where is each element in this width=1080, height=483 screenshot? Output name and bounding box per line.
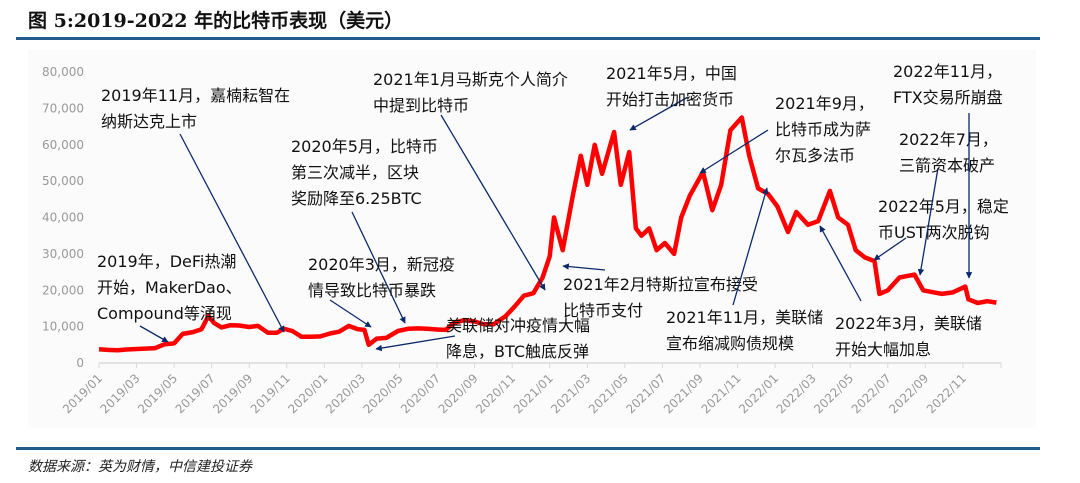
annotation-text: 降息，BTC触底反弹 <box>446 342 589 361</box>
annotation-text: 宣布缩减购债规模 <box>666 334 794 353</box>
y-tick-label: 10,000 <box>42 320 84 334</box>
annotation-text: 中提到比特币 <box>373 96 469 115</box>
btc-price-line <box>98 115 997 353</box>
y-tick-label: 50,000 <box>42 174 84 188</box>
y-tick-label: 80,000 <box>42 65 84 79</box>
event-annotation: 2022年7月， 三箭资本破产 <box>899 130 998 276</box>
annotation-text: 2020年5月，比特币 <box>291 137 438 156</box>
annotation-text: 情导致比特币暴跌 <box>308 281 436 300</box>
annotation-arrow <box>629 96 689 131</box>
annotation-arrow <box>917 167 939 276</box>
annotation-text: 开始，MakerDao、 <box>97 278 242 297</box>
annotation-text: 比特币支付 <box>563 301 643 320</box>
source-note: 数据来源：英为财情，中信建投证券 <box>28 459 252 475</box>
plot-background <box>28 50 1036 428</box>
annotation-arrow <box>329 299 372 328</box>
annotation-text: 2021年9月， <box>775 94 874 113</box>
annotation-arrow <box>699 129 769 174</box>
annotation-arrow <box>819 225 862 302</box>
annotation-text: 2020年3月，新冠疫 <box>308 255 455 274</box>
annotation-arrow <box>179 133 285 333</box>
y-tick-label: 70,000 <box>42 101 84 115</box>
annotation-text: Compound等涌现 <box>97 304 232 323</box>
annotation-text: 2021年2月特斯拉宣布接受 <box>563 275 758 294</box>
annotation-arrow <box>440 114 546 291</box>
y-tick-label: 40,000 <box>42 211 84 225</box>
top-rule <box>16 37 1040 40</box>
y-tick-label: 30,000 <box>42 247 84 261</box>
y-tick-label: 20,000 <box>42 283 84 297</box>
annotation-text: 2019年11月，嘉楠耘智在 <box>101 86 290 105</box>
annotation-text: 2021年1月马斯克个人简介 <box>373 70 568 89</box>
annotation-text: 2022年3月，美联储 <box>835 314 982 333</box>
y-tick-label: 60,000 <box>42 138 84 152</box>
annotation-text: 2021年5月，中国 <box>606 64 737 83</box>
annotation-text: 2019年，DeFi热潮 <box>97 252 236 271</box>
annotation-text: 第三次减半，区块 <box>291 163 419 182</box>
annotation-text: 比特币成为萨 <box>775 120 871 139</box>
annotation-text: FTX交易所崩盘 <box>893 88 1003 107</box>
annotation-arrow <box>139 325 169 343</box>
annotation-text: 2021年11月，美联储 <box>666 308 823 327</box>
annotation-text: 奖励降至6.25BTC <box>291 189 422 208</box>
y-tick-label: 0 <box>76 356 84 370</box>
annotation-arrow <box>732 187 769 306</box>
annotation-arrow <box>562 263 606 271</box>
annotation-text: 尔瓦多法币 <box>775 146 855 165</box>
event-annotation: 2022年11月， FTX交易所崩盘 <box>893 62 1003 279</box>
annotation-text: 2022年11月， <box>893 62 1002 81</box>
annotation-arrow <box>351 211 406 324</box>
annotation-arrow <box>375 335 456 352</box>
annotation-text: 美联储对冲疫情大幅 <box>446 316 590 335</box>
annotation-text: 三箭资本破产 <box>899 156 995 175</box>
annotation-text: 开始打击加密货币 <box>606 90 734 109</box>
annotation-text: 2022年7月， <box>899 130 998 149</box>
annotation-text: 纳斯达克上市 <box>101 112 197 131</box>
annotation-text: 开始大幅加息 <box>835 340 931 359</box>
annotation-text: 币UST两次脱钩 <box>878 223 990 242</box>
annotation-text: 2022年5月，稳定 <box>878 197 1009 216</box>
bottom-rule <box>16 447 1040 450</box>
figure-title: 图 5:2019-2022 年的比特币表现（美元） <box>28 10 404 32</box>
annotation-arrow <box>873 237 907 261</box>
